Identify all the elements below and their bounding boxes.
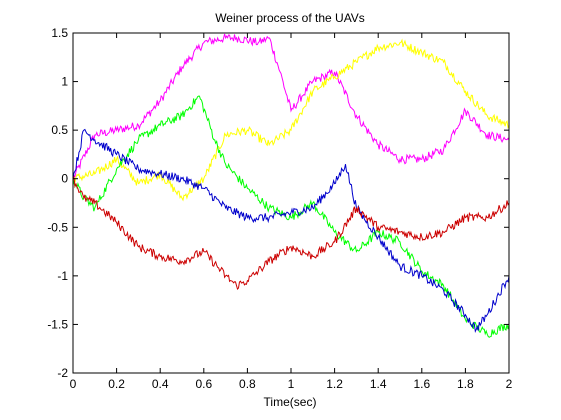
y-tick-label: 1.5 — [51, 26, 68, 40]
x-tick-label: 0.6 — [195, 377, 212, 391]
x-tick-label: 1.4 — [370, 377, 387, 391]
series-layer — [72, 33, 510, 338]
x-tick-label: 2 — [506, 377, 513, 391]
x-tick-label: 1.8 — [457, 377, 474, 391]
y-tick-label: -1.5 — [47, 317, 68, 331]
series-line-3 — [72, 128, 510, 334]
x-axis-label: Time(sec) — [264, 395, 317, 409]
y-tick-label: 0.5 — [51, 123, 68, 137]
x-tick-label: 0 — [70, 377, 77, 391]
y-tick-label: -1 — [57, 269, 68, 283]
y-tick-label: 1 — [61, 75, 68, 89]
y-tick-label: 0 — [61, 172, 68, 186]
x-tick-label: 0.4 — [152, 377, 169, 391]
x-tick-label: 1 — [288, 377, 295, 391]
series-line-0 — [72, 33, 510, 179]
x-tick-label: 0.8 — [239, 377, 256, 391]
series-line-2 — [72, 95, 510, 338]
y-tick-label: -2 — [57, 366, 68, 380]
chart-title: Weiner process of the UAVs — [215, 11, 365, 25]
x-axis: 0 0.2 0.4 0.6 0.8 1 1.2 1.4 1.6 1.8 2 — [70, 33, 513, 391]
x-tick-label: 1.6 — [413, 377, 430, 391]
x-tick-label: 0.2 — [108, 377, 125, 391]
x-tick-label: 1.2 — [326, 377, 343, 391]
series-line-4 — [72, 175, 510, 291]
y-axis: -2 -1.5 -1 -0.5 0 0.5 1 1.5 — [47, 26, 509, 380]
y-tick-label: -0.5 — [47, 220, 68, 234]
series-line-1 — [72, 38, 510, 202]
plot-area — [73, 33, 509, 373]
